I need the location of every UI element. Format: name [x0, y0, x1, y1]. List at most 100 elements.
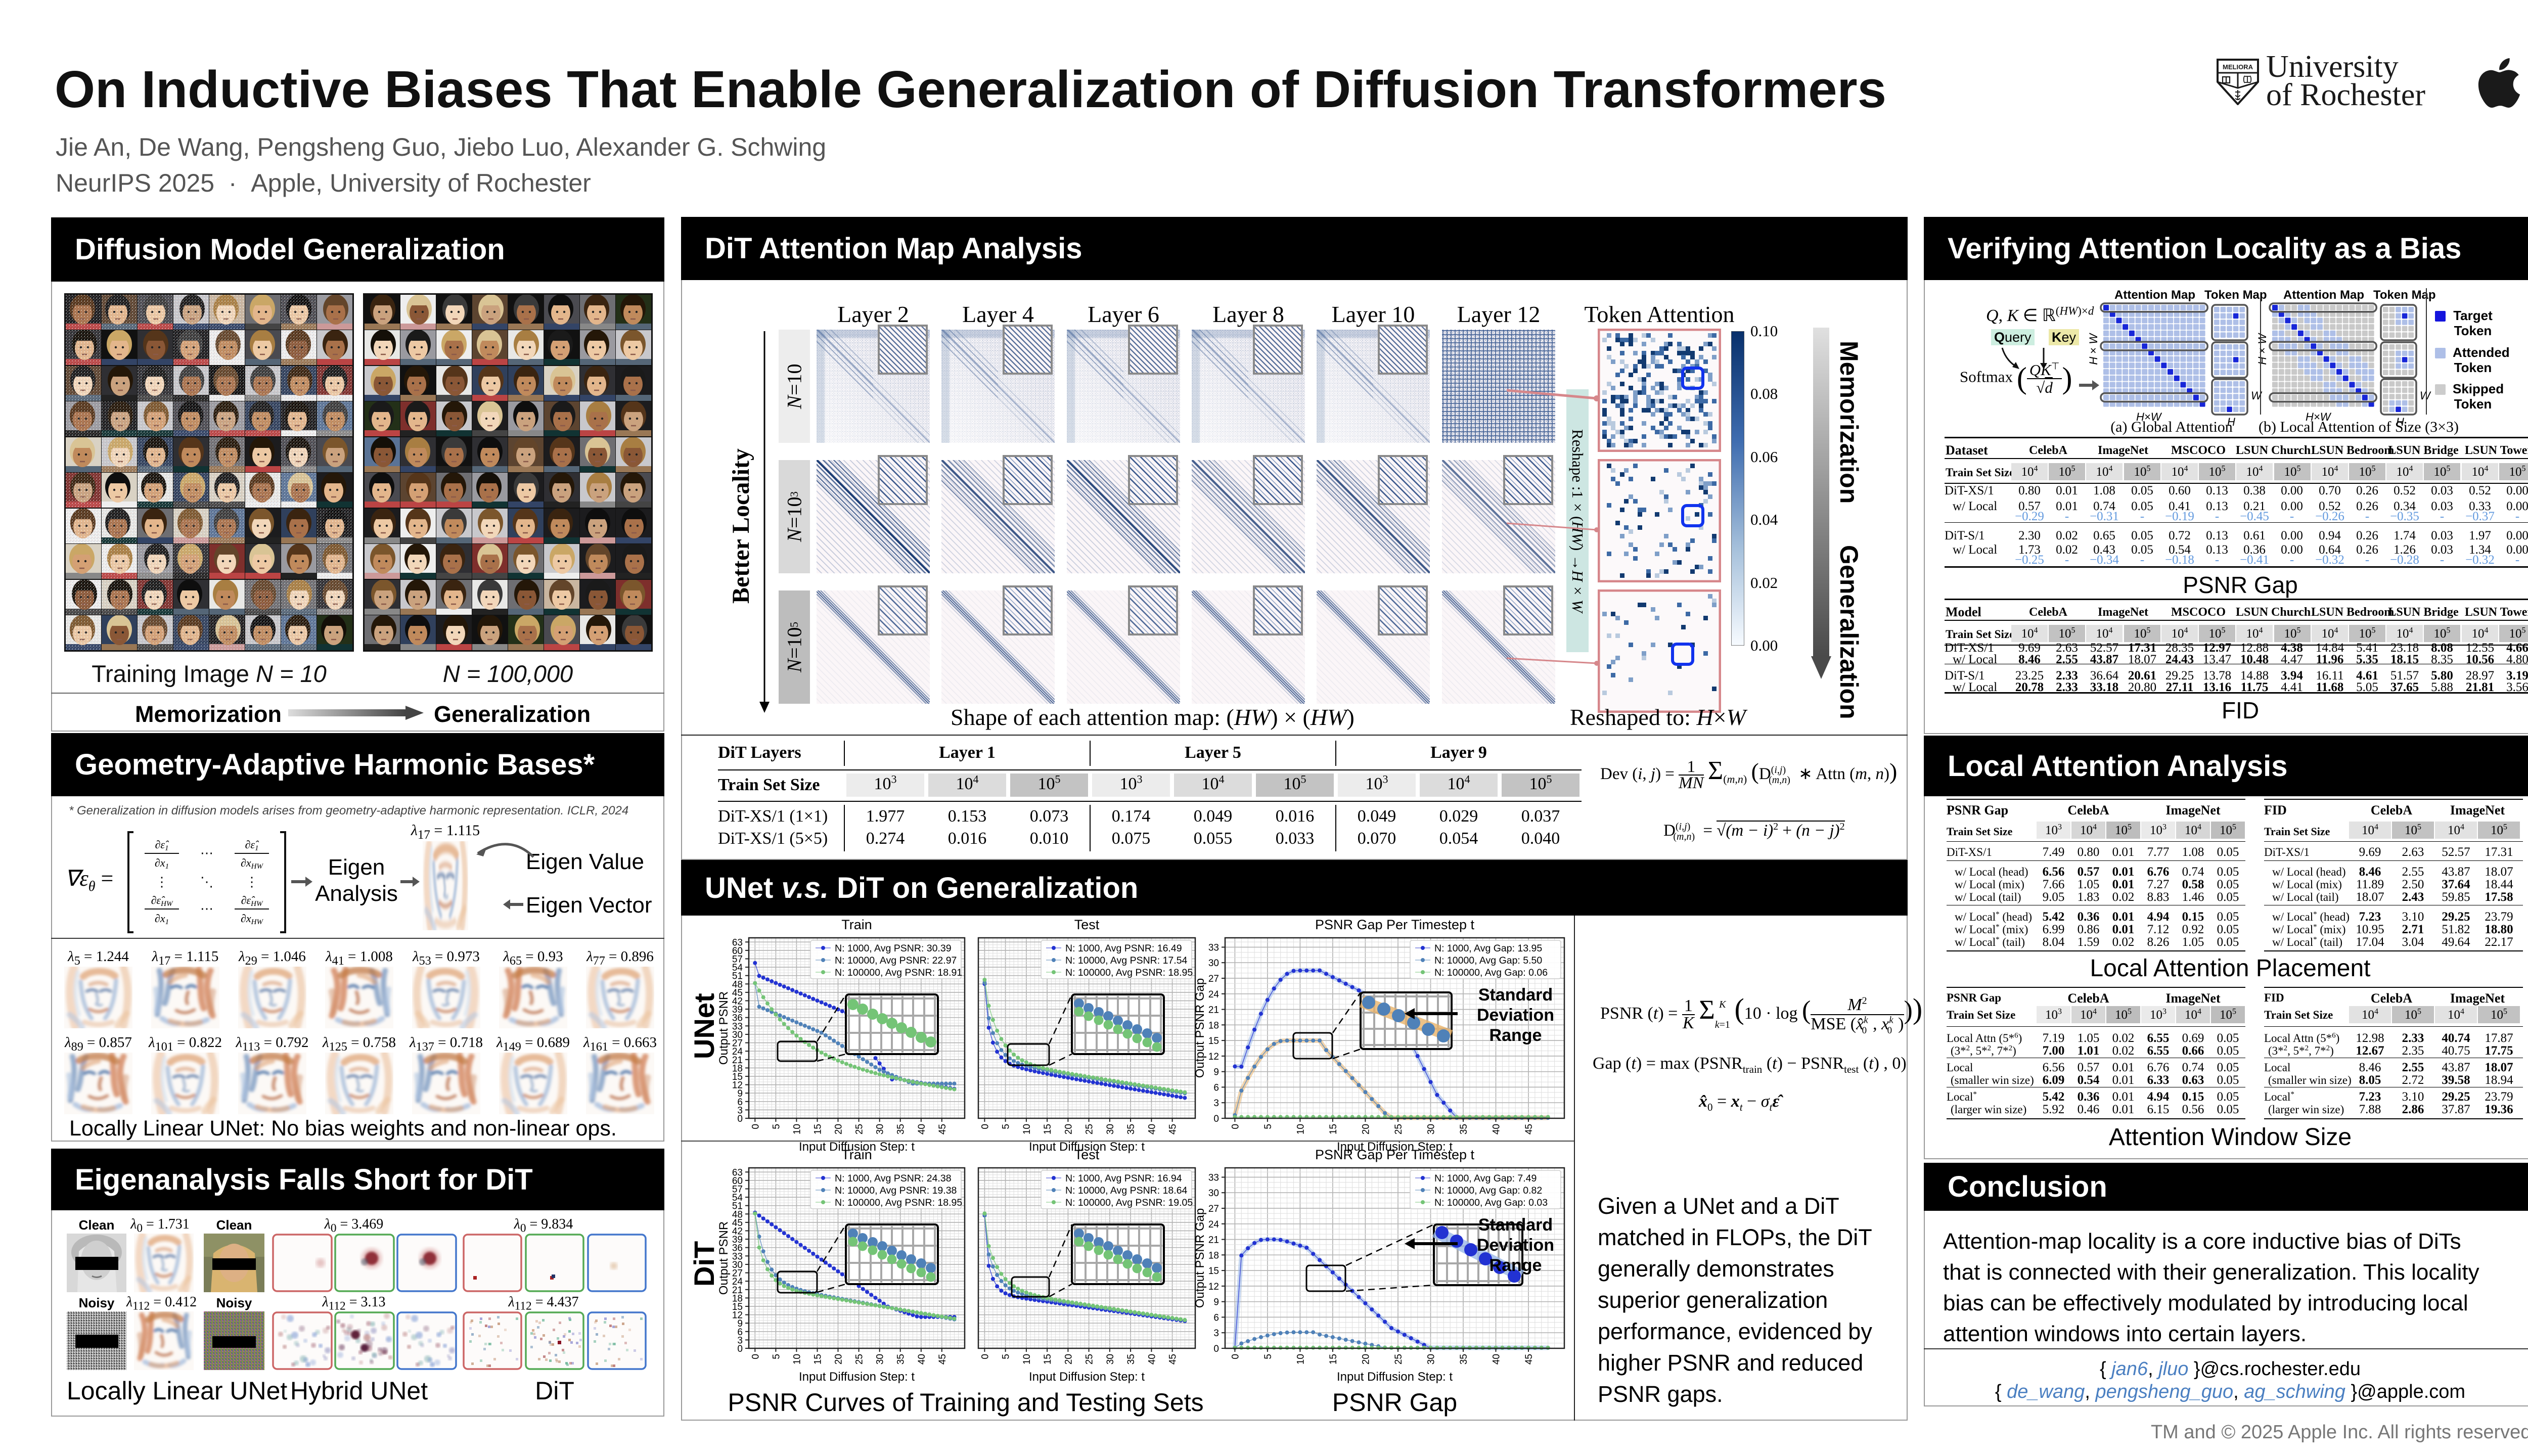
svg-text:21: 21 [732, 1285, 743, 1296]
svg-text:39: 39 [732, 1235, 743, 1245]
svg-text:15: 15 [1208, 1266, 1219, 1277]
svg-text:21: 21 [1208, 1005, 1219, 1016]
svg-text:5: 5 [1263, 1124, 1274, 1129]
svg-text:40: 40 [917, 1354, 927, 1364]
svg-text:27: 27 [732, 1038, 743, 1049]
svg-text:15: 15 [1208, 1036, 1219, 1046]
svg-text:24: 24 [732, 1277, 743, 1287]
svg-text:Train: Train [841, 1147, 872, 1162]
svg-text:35: 35 [1126, 1124, 1137, 1134]
svg-text:35: 35 [1126, 1354, 1137, 1364]
svg-text:30: 30 [1208, 1188, 1219, 1199]
svg-text:12: 12 [732, 1310, 743, 1321]
svg-text:⋯: ⋯ [200, 846, 213, 860]
svg-text:40: 40 [917, 1124, 927, 1134]
svg-text:0: 0 [1230, 1124, 1241, 1129]
svg-text:15: 15 [1328, 1124, 1339, 1134]
svg-text:30: 30 [732, 1030, 743, 1040]
svg-text:40: 40 [1492, 1354, 1502, 1364]
svg-text:25: 25 [854, 1354, 865, 1364]
svg-text:Input Diffusion Step: t: Input Diffusion Step: t [799, 1140, 915, 1154]
svg-text:33: 33 [732, 1251, 743, 1262]
svg-text:15: 15 [732, 1072, 743, 1082]
svg-text:18: 18 [1208, 1250, 1219, 1261]
svg-text:25: 25 [854, 1124, 865, 1134]
svg-text:35: 35 [1459, 1124, 1469, 1134]
svg-text:25: 25 [1393, 1124, 1404, 1134]
svg-text:15: 15 [813, 1124, 824, 1134]
svg-text:15: 15 [1043, 1354, 1053, 1364]
svg-text:48: 48 [732, 979, 743, 990]
svg-text:Input Diffusion Step: t: Input Diffusion Step: t [799, 1370, 915, 1384]
svg-text:33: 33 [1208, 943, 1219, 953]
svg-text:5: 5 [771, 1354, 782, 1359]
svg-text:∂ε̂HW: ∂ε̂HW [151, 894, 173, 908]
svg-text:20: 20 [834, 1354, 844, 1364]
svg-text:25: 25 [1393, 1354, 1404, 1364]
svg-text:3: 3 [737, 1335, 743, 1346]
svg-text:0: 0 [737, 1344, 743, 1354]
svg-text:18: 18 [1208, 1020, 1219, 1031]
svg-text:12: 12 [1208, 1052, 1219, 1062]
svg-text:45: 45 [937, 1354, 948, 1364]
svg-text:30: 30 [875, 1124, 886, 1134]
svg-text:10: 10 [1295, 1354, 1306, 1364]
svg-text:⋱: ⋱ [200, 875, 213, 889]
svg-text:N: 1000, Avg Gap: 7.49: N: 1000, Avg Gap: 7.49 [1434, 1173, 1537, 1184]
svg-text:45: 45 [1524, 1354, 1534, 1364]
svg-text:N: 1000, Avg PSNR: 16.49: N: 1000, Avg PSNR: 16.49 [1065, 943, 1182, 954]
svg-text:57: 57 [732, 954, 743, 965]
svg-text:6: 6 [737, 1097, 743, 1108]
svg-text:Input Diffusion Step: t: Input Diffusion Step: t [1029, 1140, 1145, 1154]
svg-text:6: 6 [1213, 1312, 1219, 1323]
svg-text:54: 54 [732, 963, 743, 973]
svg-text:24: 24 [1208, 1219, 1220, 1230]
svg-text:6: 6 [1213, 1082, 1219, 1093]
svg-text:0: 0 [1213, 1344, 1219, 1354]
svg-text:45: 45 [1168, 1354, 1179, 1364]
svg-text:40: 40 [1492, 1124, 1502, 1134]
svg-text:27: 27 [732, 1268, 743, 1279]
svg-text:36: 36 [732, 1013, 743, 1024]
svg-text:39: 39 [732, 1005, 743, 1015]
svg-text:∂xHW: ∂xHW [241, 856, 263, 871]
svg-text:0: 0 [980, 1124, 990, 1129]
svg-text:27: 27 [1208, 974, 1219, 984]
svg-text:45: 45 [732, 988, 743, 998]
svg-text:30: 30 [1208, 958, 1219, 969]
svg-text:N: 1000, Avg PSNR: 30.39: N: 1000, Avg PSNR: 30.39 [835, 943, 952, 954]
svg-text:N: 10000, Avg PSNR: 17.54: N: 10000, Avg PSNR: 17.54 [1065, 955, 1188, 966]
svg-text:⋮: ⋮ [155, 875, 168, 889]
svg-text:N: 10000, Avg PSNR: 19.38: N: 10000, Avg PSNR: 19.38 [835, 1185, 957, 1196]
svg-text:0: 0 [737, 1114, 743, 1124]
svg-text:30: 30 [732, 1260, 743, 1270]
svg-text:Test: Test [1074, 1147, 1100, 1162]
svg-text:3: 3 [1213, 1328, 1219, 1339]
svg-text:10: 10 [792, 1124, 802, 1134]
svg-text:9: 9 [737, 1318, 743, 1329]
svg-text:N: 100000, Avg PSNR: 18.91: N: 100000, Avg PSNR: 18.91 [835, 967, 962, 978]
svg-text:51: 51 [732, 971, 743, 982]
svg-text:PSNR Gap Per Timestep t: PSNR Gap Per Timestep t [1315, 917, 1475, 932]
svg-text:5: 5 [1263, 1354, 1274, 1359]
svg-text:N: 10000, Avg PSNR: 22.97: N: 10000, Avg PSNR: 22.97 [835, 955, 957, 966]
svg-text:15: 15 [813, 1354, 824, 1364]
svg-text:∂xHW: ∂xHW [241, 912, 263, 926]
svg-text:∂x1: ∂x1 [155, 856, 169, 871]
svg-text:N: 100000, Avg PSNR: 18.95: N: 100000, Avg PSNR: 18.95 [835, 1197, 962, 1208]
svg-text:5: 5 [1001, 1354, 1012, 1359]
svg-text:63: 63 [732, 937, 743, 948]
svg-text:42: 42 [732, 1226, 743, 1237]
svg-text:0: 0 [980, 1354, 990, 1359]
svg-text:N: 100000, Avg PSNR: 19.05: N: 100000, Avg PSNR: 19.05 [1065, 1197, 1193, 1208]
svg-text:33: 33 [1208, 1173, 1219, 1184]
svg-text:10: 10 [1295, 1124, 1306, 1134]
svg-text:5: 5 [771, 1124, 782, 1129]
svg-text:MELIORA: MELIORA [2223, 63, 2253, 71]
svg-text:21: 21 [732, 1055, 743, 1066]
svg-text:∂ε̂HW: ∂ε̂HW [241, 894, 263, 908]
svg-text:54: 54 [732, 1193, 743, 1203]
svg-text:30: 30 [1426, 1124, 1437, 1134]
svg-text:Output PSNR Gap: Output PSNR Gap [1193, 1208, 1207, 1308]
svg-text:N: 10000, Avg PSNR: 18.64: N: 10000, Avg PSNR: 18.64 [1065, 1185, 1188, 1196]
